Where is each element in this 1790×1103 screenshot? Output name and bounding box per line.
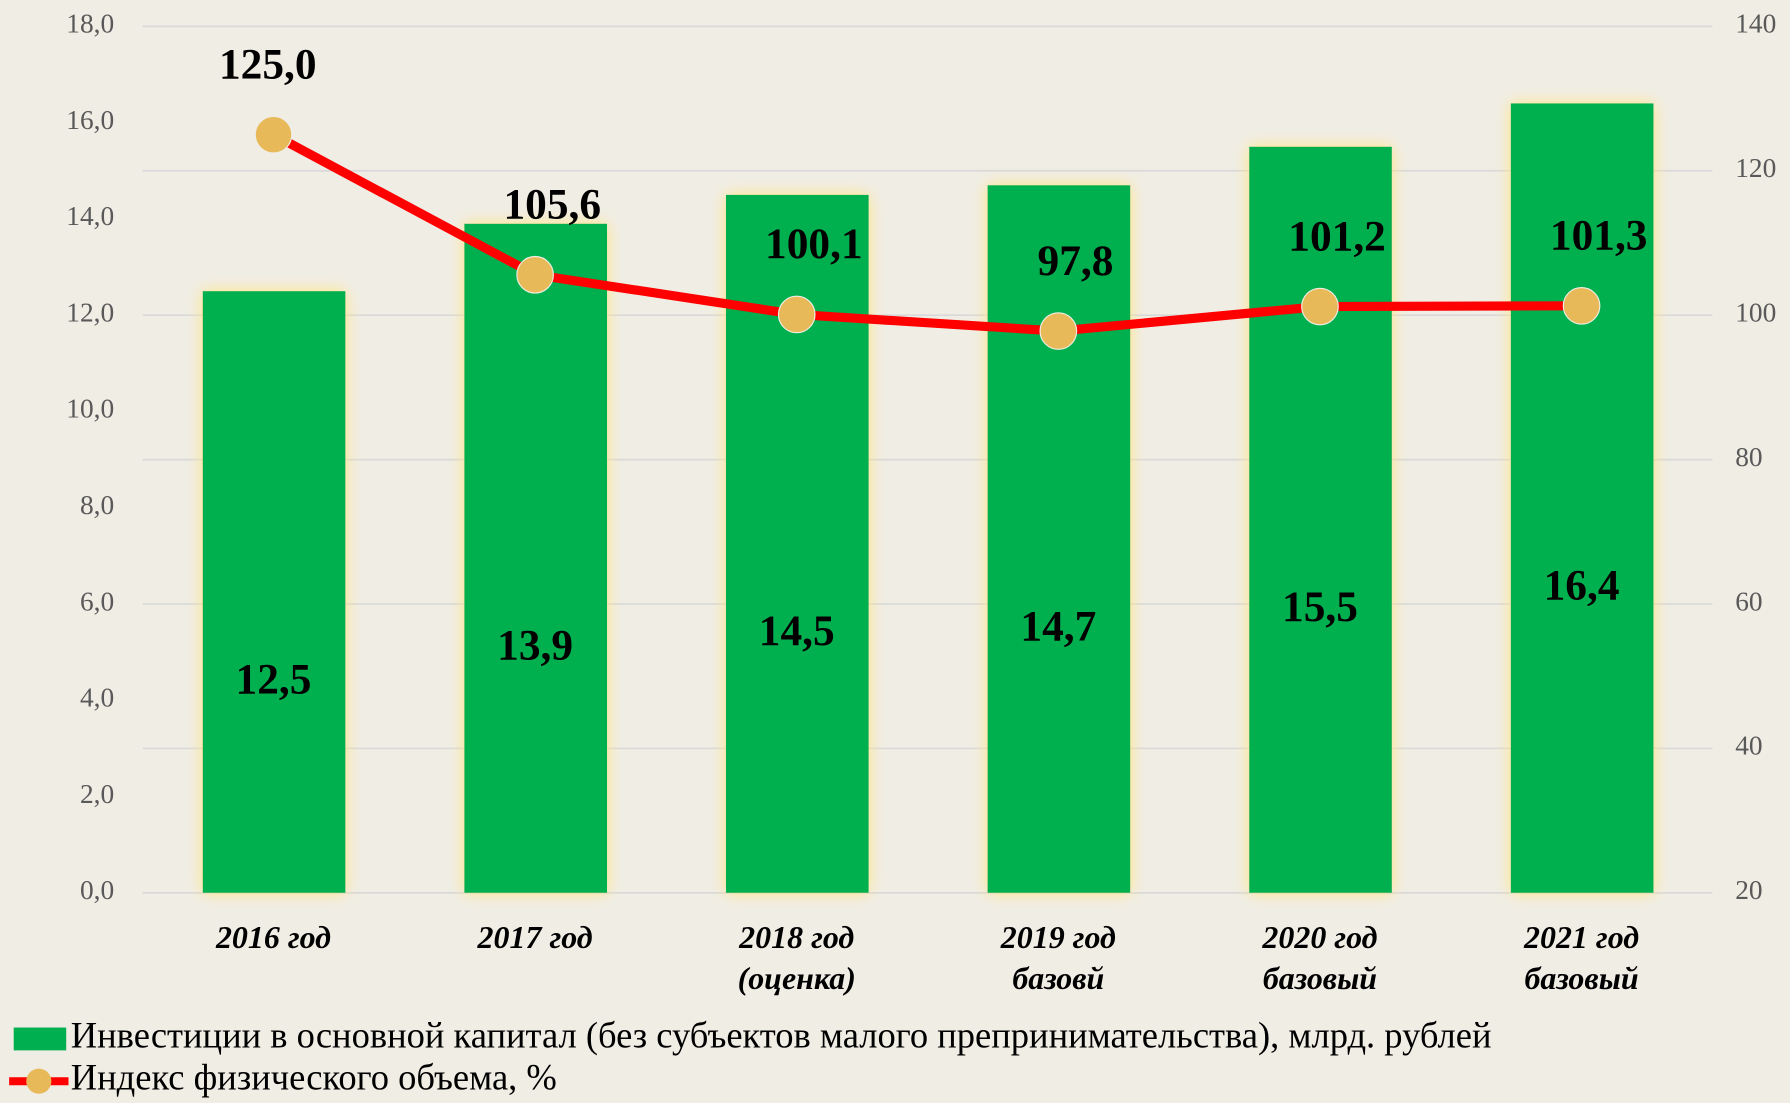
line-value-label: 105,6 <box>503 180 601 228</box>
x-tick-label: (оценка) <box>738 961 856 996</box>
x-tick-label: 2019 год <box>1000 920 1116 955</box>
y-tick-label: 6,0 <box>80 586 114 616</box>
x-tick-label: базовый <box>1263 961 1377 996</box>
legend-swatch <box>13 1027 67 1051</box>
y-tick-label: 4,0 <box>80 683 114 713</box>
line-value-label: 125,0 <box>219 40 317 88</box>
line-marker <box>1562 286 1601 325</box>
line-value-label: 101,3 <box>1550 212 1648 260</box>
y-tick-label: 0,0 <box>80 875 114 905</box>
y-tick-label: 12,0 <box>66 297 114 327</box>
y2-tick-label: 120 <box>1735 153 1776 183</box>
line-marker <box>777 295 816 334</box>
bar <box>1510 103 1654 893</box>
x-tick-label: базовый <box>1524 961 1638 996</box>
bar <box>987 185 1131 893</box>
x-tick-label: 2021 год <box>1523 920 1639 955</box>
x-tick-label: 2018 год <box>738 920 854 955</box>
bar-value-label: 15,5 <box>1282 583 1358 631</box>
bar <box>1249 146 1392 893</box>
y2-tick-label: 60 <box>1735 586 1762 616</box>
y2-tick-label: 140 <box>1735 9 1776 39</box>
line-marker <box>1301 287 1339 326</box>
bar-value-label: 13,9 <box>497 622 573 670</box>
line-marker <box>1039 312 1078 350</box>
y2-tick-label: 20 <box>1735 875 1762 905</box>
y2-tick-label: 100 <box>1735 297 1776 327</box>
line-marker <box>516 255 554 294</box>
x-tick-label: 2016 год <box>215 920 331 955</box>
line-marker <box>254 115 293 154</box>
line <box>271 130 1582 336</box>
bar-value-label: 16,4 <box>1544 561 1620 609</box>
x-tick-label: 2017 год <box>477 920 593 955</box>
legend-swatch <box>26 1068 52 1094</box>
bar-value-label: 14,7 <box>1020 602 1096 650</box>
y-tick-label: 2,0 <box>80 779 114 809</box>
y2-tick-label: 80 <box>1735 442 1762 472</box>
bar <box>202 291 346 893</box>
line-value-label: 97,8 <box>1038 237 1114 285</box>
legend-label: Инвестиции в основной капитал (без субъе… <box>71 1014 1492 1055</box>
line-value-label: 100,1 <box>765 220 863 268</box>
y-tick-label: 14,0 <box>66 201 114 231</box>
legend-label: Индекс физического объема, % <box>71 1057 557 1098</box>
y2-tick-label: 40 <box>1735 731 1762 761</box>
line-value-label: 101,2 <box>1288 212 1386 260</box>
bar <box>464 223 608 893</box>
x-tick-label: базовй <box>1012 961 1104 996</box>
bar-value-label: 14,5 <box>759 607 835 655</box>
y-tick-label: 18,0 <box>66 9 114 39</box>
bar-value-label: 12,5 <box>236 655 312 703</box>
y-tick-label: 16,0 <box>66 105 114 135</box>
y-tick-label: 8,0 <box>80 490 114 520</box>
y-tick-label: 10,0 <box>66 394 114 424</box>
x-tick-label: 2020 год <box>1261 920 1377 955</box>
